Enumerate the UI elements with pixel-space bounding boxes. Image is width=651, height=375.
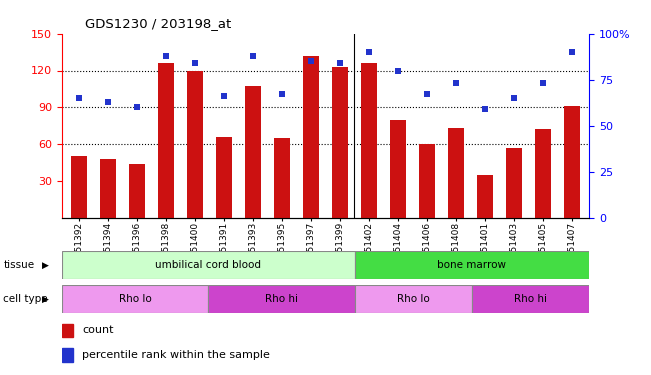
Point: [161, 53, 171, 59]
Point: [74, 95, 85, 101]
Text: ▶: ▶: [42, 261, 49, 270]
Bar: [62, 324, 74, 337]
Text: bone marrow: bone marrow: [437, 260, 506, 270]
Text: tissue: tissue: [3, 260, 35, 270]
Bar: [564, 106, 580, 218]
Text: Rho hi: Rho hi: [265, 294, 298, 304]
Point: [538, 80, 548, 86]
Point: [422, 92, 432, 98]
Point: [335, 60, 345, 66]
Bar: [62, 285, 208, 313]
Bar: [129, 164, 145, 218]
Bar: [187, 70, 203, 217]
Point: [190, 60, 201, 66]
Text: cell type: cell type: [3, 294, 48, 304]
Text: count: count: [82, 326, 114, 336]
Bar: [390, 120, 406, 218]
Text: Rho lo: Rho lo: [397, 294, 430, 304]
Text: ▶: ▶: [42, 295, 49, 304]
Bar: [62, 348, 74, 361]
Bar: [71, 156, 87, 218]
Bar: [208, 285, 355, 313]
Point: [103, 99, 113, 105]
Bar: [506, 148, 522, 217]
Point: [277, 92, 287, 98]
Bar: [332, 67, 348, 218]
Text: umbilical cord blood: umbilical cord blood: [156, 260, 261, 270]
Point: [393, 68, 403, 74]
Point: [248, 53, 258, 59]
Bar: [216, 136, 232, 218]
Text: Rho lo: Rho lo: [118, 294, 152, 304]
Point: [508, 95, 519, 101]
Point: [132, 104, 143, 110]
Point: [364, 49, 374, 55]
Bar: [419, 144, 435, 218]
Bar: [245, 86, 261, 218]
Point: [219, 93, 229, 99]
Bar: [62, 251, 355, 279]
Point: [480, 106, 490, 112]
Bar: [355, 251, 589, 279]
Bar: [355, 285, 472, 313]
Bar: [448, 128, 464, 217]
Text: percentile rank within the sample: percentile rank within the sample: [82, 350, 270, 360]
Bar: [472, 285, 589, 313]
Point: [306, 58, 316, 64]
Bar: [158, 63, 174, 217]
Bar: [274, 138, 290, 218]
Bar: [361, 63, 377, 217]
Bar: [100, 159, 116, 218]
Bar: [477, 175, 493, 217]
Bar: [303, 56, 319, 217]
Point: [450, 80, 461, 86]
Bar: [535, 129, 551, 218]
Point: [566, 49, 577, 55]
Text: Rho hi: Rho hi: [514, 294, 547, 304]
Text: GDS1230 / 203198_at: GDS1230 / 203198_at: [85, 17, 231, 30]
